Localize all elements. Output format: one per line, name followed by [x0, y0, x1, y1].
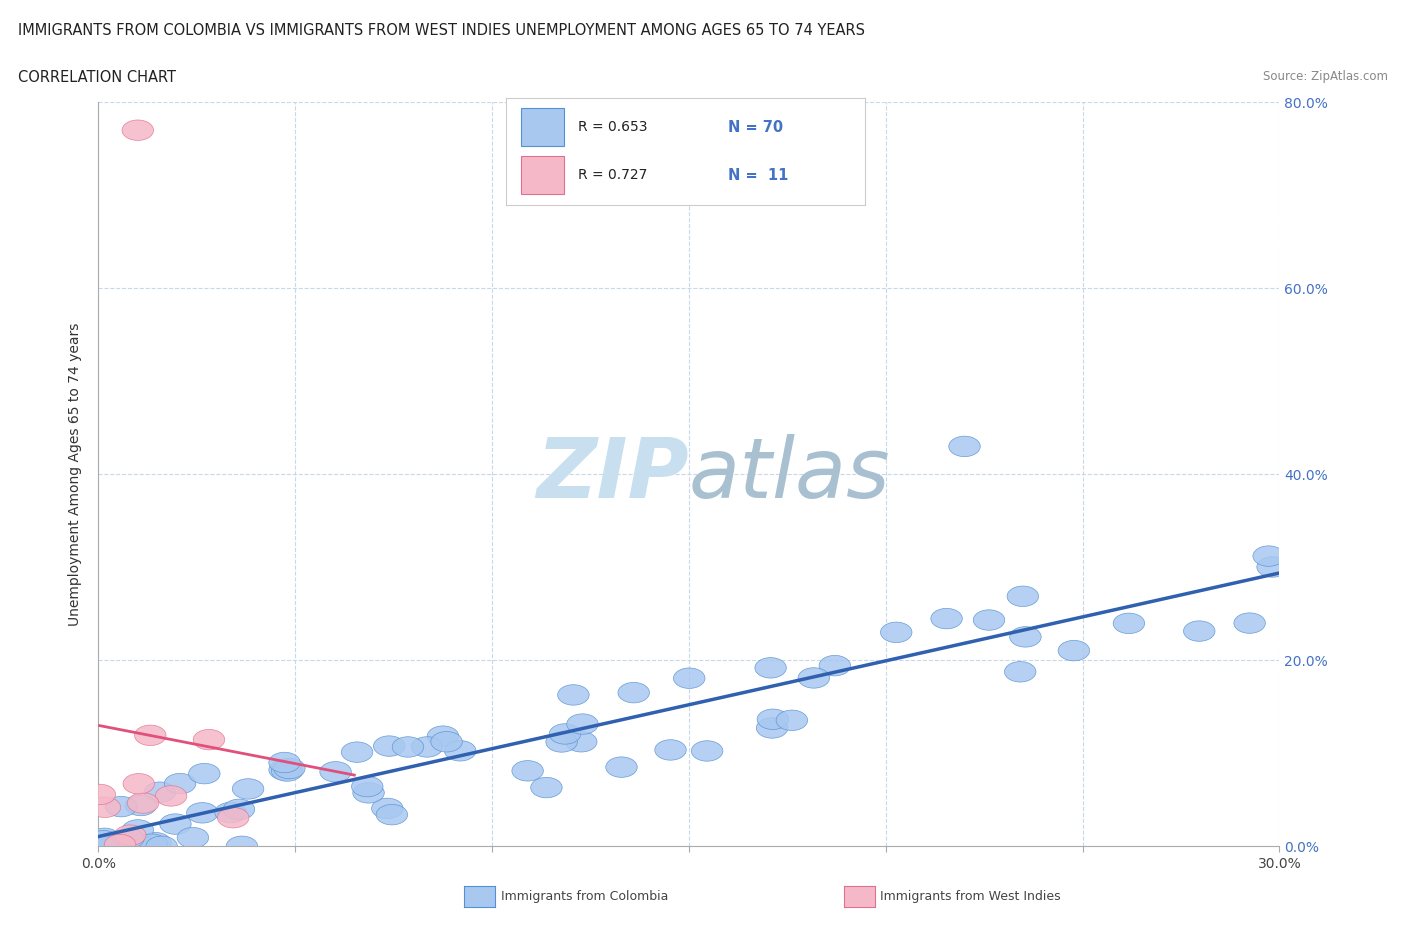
Ellipse shape: [135, 725, 166, 746]
Ellipse shape: [776, 711, 807, 731]
Ellipse shape: [606, 757, 637, 777]
Text: ZIP: ZIP: [536, 433, 689, 515]
Ellipse shape: [530, 777, 562, 798]
Ellipse shape: [758, 709, 789, 729]
Ellipse shape: [1007, 586, 1039, 606]
Ellipse shape: [122, 120, 153, 140]
Ellipse shape: [89, 797, 121, 817]
Ellipse shape: [1004, 661, 1036, 682]
Ellipse shape: [973, 610, 1005, 631]
Ellipse shape: [1184, 621, 1215, 642]
Ellipse shape: [155, 786, 187, 806]
Ellipse shape: [104, 834, 136, 855]
Ellipse shape: [215, 803, 246, 823]
Ellipse shape: [87, 830, 120, 851]
Ellipse shape: [353, 783, 384, 804]
Ellipse shape: [371, 798, 404, 818]
Ellipse shape: [105, 796, 136, 817]
Ellipse shape: [114, 825, 146, 845]
Ellipse shape: [820, 656, 851, 676]
Ellipse shape: [165, 774, 195, 794]
Ellipse shape: [374, 736, 405, 756]
Text: R = 0.653: R = 0.653: [578, 120, 647, 134]
Text: Immigrants from West Indies: Immigrants from West Indies: [880, 890, 1060, 903]
Ellipse shape: [1257, 557, 1288, 578]
Ellipse shape: [1059, 641, 1090, 661]
Ellipse shape: [1253, 546, 1285, 566]
Ellipse shape: [187, 803, 218, 823]
Ellipse shape: [319, 762, 352, 782]
Ellipse shape: [546, 732, 578, 752]
Ellipse shape: [193, 729, 225, 750]
Text: IMMIGRANTS FROM COLOMBIA VS IMMIGRANTS FROM WEST INDIES UNEMPLOYMENT AMONG AGES : IMMIGRANTS FROM COLOMBIA VS IMMIGRANTS F…: [18, 23, 865, 38]
Ellipse shape: [756, 718, 787, 738]
Ellipse shape: [799, 668, 830, 688]
Ellipse shape: [122, 835, 153, 856]
Ellipse shape: [512, 761, 543, 781]
Ellipse shape: [269, 760, 301, 780]
Ellipse shape: [565, 732, 598, 752]
Ellipse shape: [271, 761, 302, 781]
Ellipse shape: [673, 668, 704, 688]
Ellipse shape: [550, 724, 581, 744]
Ellipse shape: [89, 828, 120, 848]
Ellipse shape: [567, 714, 598, 735]
Ellipse shape: [224, 799, 254, 819]
Ellipse shape: [342, 742, 373, 763]
Text: N = 70: N = 70: [728, 120, 783, 135]
Ellipse shape: [430, 732, 463, 752]
Ellipse shape: [619, 683, 650, 703]
Ellipse shape: [136, 834, 167, 855]
Ellipse shape: [128, 792, 159, 813]
Ellipse shape: [692, 740, 723, 761]
Text: N =  11: N = 11: [728, 167, 789, 182]
Ellipse shape: [84, 784, 115, 804]
Ellipse shape: [377, 804, 408, 825]
Ellipse shape: [226, 836, 257, 857]
Bar: [520, 109, 564, 146]
Ellipse shape: [143, 782, 176, 803]
Ellipse shape: [427, 726, 458, 747]
Ellipse shape: [655, 739, 686, 760]
Ellipse shape: [188, 764, 221, 784]
Ellipse shape: [880, 622, 912, 643]
Text: atlas: atlas: [689, 433, 890, 515]
Text: Immigrants from Colombia: Immigrants from Colombia: [501, 890, 668, 903]
Ellipse shape: [755, 658, 786, 678]
Text: CORRELATION CHART: CORRELATION CHART: [18, 70, 176, 85]
Ellipse shape: [392, 737, 423, 757]
Ellipse shape: [269, 752, 301, 773]
Ellipse shape: [122, 819, 153, 840]
Ellipse shape: [1234, 613, 1265, 633]
Ellipse shape: [1114, 613, 1144, 633]
Ellipse shape: [931, 608, 962, 629]
Ellipse shape: [949, 436, 980, 457]
Bar: [520, 156, 564, 194]
Text: R = 0.727: R = 0.727: [578, 168, 647, 182]
Ellipse shape: [125, 795, 156, 816]
Ellipse shape: [274, 758, 305, 778]
Ellipse shape: [1010, 627, 1042, 647]
Ellipse shape: [558, 684, 589, 705]
Ellipse shape: [89, 836, 120, 857]
Ellipse shape: [112, 829, 145, 849]
Ellipse shape: [139, 832, 172, 853]
Ellipse shape: [146, 836, 177, 857]
Ellipse shape: [160, 814, 191, 834]
Ellipse shape: [117, 836, 149, 857]
Y-axis label: Unemployment Among Ages 65 to 74 years: Unemployment Among Ages 65 to 74 years: [69, 323, 83, 626]
Ellipse shape: [177, 828, 208, 848]
Ellipse shape: [232, 778, 264, 799]
Ellipse shape: [218, 807, 249, 828]
Ellipse shape: [444, 740, 477, 761]
Ellipse shape: [122, 774, 155, 794]
Text: Source: ZipAtlas.com: Source: ZipAtlas.com: [1263, 70, 1388, 83]
Ellipse shape: [411, 737, 443, 757]
Ellipse shape: [352, 777, 382, 797]
Ellipse shape: [104, 836, 135, 857]
